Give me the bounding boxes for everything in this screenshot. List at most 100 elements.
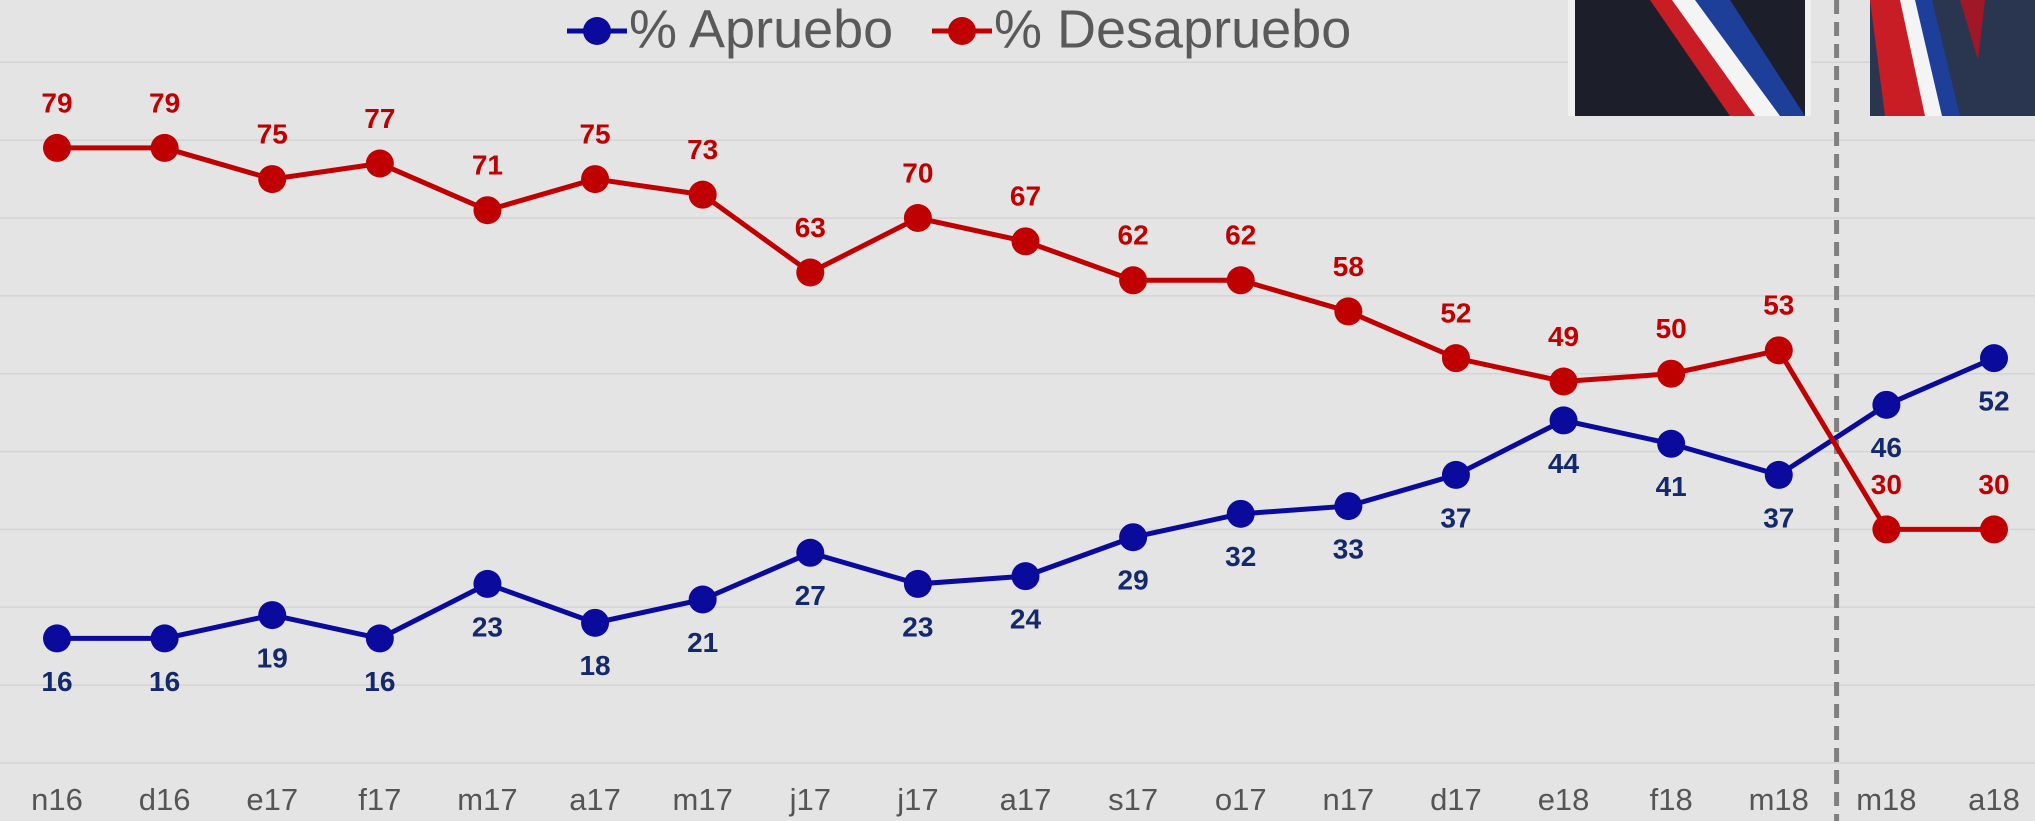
data-label: 75 — [257, 118, 288, 149]
point — [1980, 515, 2008, 543]
background — [0, 0, 2035, 821]
point — [258, 601, 286, 629]
data-label: 79 — [149, 87, 180, 118]
x-tick-label: f18 — [1650, 782, 1693, 817]
data-label: 16 — [364, 666, 395, 697]
point — [796, 539, 824, 567]
x-tick-label: j17 — [896, 782, 938, 817]
point — [1657, 360, 1685, 388]
data-label: 46 — [1871, 432, 1902, 463]
point — [43, 134, 71, 162]
data-label: 23 — [472, 611, 503, 642]
point — [1012, 562, 1040, 590]
x-tick-label: j17 — [789, 782, 831, 817]
data-label: 24 — [1010, 604, 1042, 635]
point — [1872, 515, 1900, 543]
point — [1119, 523, 1147, 551]
data-label: 70 — [902, 157, 933, 188]
point — [366, 150, 394, 178]
legend-label: % Desapruebo — [994, 0, 1351, 59]
point — [689, 181, 717, 209]
legend-marker — [948, 17, 976, 45]
data-label: 73 — [687, 134, 718, 165]
x-tick-label: a17 — [1000, 782, 1052, 817]
x-tick-label: m18 — [1749, 782, 1809, 817]
point — [1442, 344, 1470, 372]
point — [581, 609, 609, 637]
x-tick-label: a18 — [1968, 782, 2020, 817]
data-label: 62 — [1225, 220, 1256, 251]
point — [473, 570, 501, 598]
x-tick-label: a17 — [569, 782, 621, 817]
point — [1765, 461, 1793, 489]
data-label: 19 — [257, 642, 288, 673]
point — [1980, 344, 2008, 372]
point — [904, 204, 932, 232]
data-label: 16 — [41, 666, 72, 697]
data-label: 75 — [579, 118, 610, 149]
data-label: 52 — [1978, 386, 2009, 417]
photo-left — [1568, 0, 1811, 116]
x-tick-label: o17 — [1215, 782, 1267, 817]
data-label: 49 — [1548, 321, 1579, 352]
point — [904, 570, 932, 598]
data-label: 50 — [1656, 313, 1687, 344]
data-label: 63 — [795, 212, 826, 243]
point — [1227, 500, 1255, 528]
point — [1334, 492, 1362, 520]
page: n16d16e17f17m17a17m17j17j17a17s17o17n17d… — [0, 0, 2035, 821]
data-label: 58 — [1333, 251, 1364, 282]
x-tick-label: n16 — [31, 782, 83, 817]
x-tick-label: m17 — [673, 782, 733, 817]
x-tick-label: d17 — [1430, 782, 1482, 817]
x-tick-label: d16 — [139, 782, 191, 817]
data-label: 71 — [472, 150, 503, 181]
legend-marker — [583, 17, 611, 45]
data-label: 67 — [1010, 181, 1041, 212]
data-label: 79 — [41, 87, 72, 118]
data-label: 30 — [1871, 469, 1902, 500]
point — [1657, 430, 1685, 458]
data-label: 27 — [795, 580, 826, 611]
data-label: 52 — [1440, 298, 1471, 329]
data-label: 16 — [149, 666, 180, 697]
data-label: 37 — [1440, 502, 1471, 533]
data-label: 77 — [364, 103, 395, 134]
point — [1119, 266, 1147, 294]
photo-right — [1870, 0, 2035, 116]
point — [1872, 391, 1900, 419]
point — [1334, 297, 1362, 325]
data-label: 62 — [1118, 220, 1149, 251]
point — [1550, 406, 1578, 434]
point — [689, 586, 717, 614]
point — [151, 134, 179, 162]
point — [258, 165, 286, 193]
point — [1012, 227, 1040, 255]
point — [1765, 336, 1793, 364]
data-label: 53 — [1763, 290, 1794, 321]
point — [581, 165, 609, 193]
point — [473, 196, 501, 224]
x-tick-label: n17 — [1322, 782, 1374, 817]
x-tick-label: e17 — [246, 782, 298, 817]
x-tick-label: m18 — [1856, 782, 1916, 817]
data-label: 33 — [1333, 533, 1364, 564]
data-label: 41 — [1656, 471, 1687, 502]
chart: n16d16e17f17m17a17m17j17j17a17s17o17n17d… — [0, 0, 2035, 821]
x-tick-label: s17 — [1108, 782, 1158, 817]
legend-label: % Apruebo — [629, 0, 893, 59]
point — [366, 624, 394, 652]
data-label: 30 — [1978, 469, 2009, 500]
x-tick-label: m17 — [457, 782, 517, 817]
data-label: 23 — [902, 611, 933, 642]
data-label: 18 — [579, 650, 610, 681]
point — [43, 624, 71, 652]
data-label: 37 — [1763, 502, 1794, 533]
point — [151, 624, 179, 652]
data-label: 21 — [687, 627, 718, 658]
x-tick-label: e18 — [1538, 782, 1590, 817]
point — [1227, 266, 1255, 294]
data-label: 44 — [1548, 448, 1580, 479]
data-label: 29 — [1118, 565, 1149, 596]
point — [796, 259, 824, 287]
